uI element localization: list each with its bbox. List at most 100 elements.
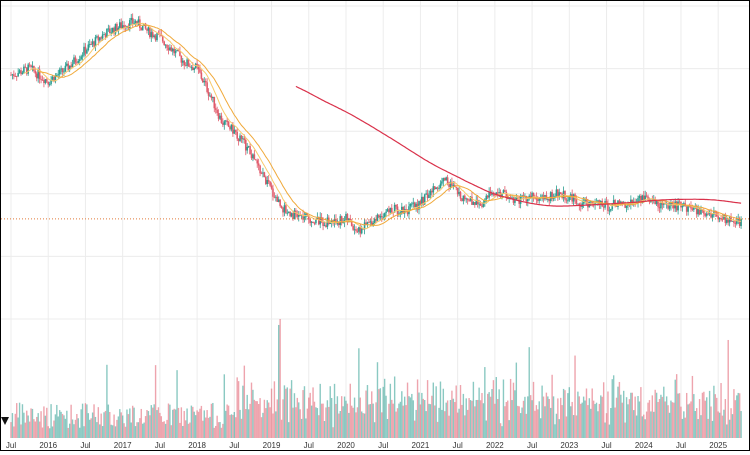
candle-body [537, 199, 539, 201]
candle-body [28, 64, 31, 66]
volume-bar [296, 397, 299, 438]
volume-bar [196, 410, 198, 438]
volume-bar [325, 407, 327, 438]
volume-bar [227, 405, 230, 438]
x-tick-label: 2023 [560, 441, 578, 450]
candle-body [519, 196, 522, 204]
candlesticks [10, 13, 742, 238]
candle-body [409, 203, 412, 207]
volume-bar [64, 418, 67, 438]
candle-body [725, 219, 728, 223]
candle-body [724, 214, 727, 223]
candle-body [234, 129, 237, 132]
volume-bar [651, 395, 654, 438]
volume-bar [57, 416, 59, 438]
candle-body [555, 189, 558, 196]
volume-bar [399, 401, 402, 438]
volume-bar [43, 406, 45, 438]
candle-body [71, 63, 74, 67]
candle-body [695, 206, 698, 215]
volume-bar [727, 339, 729, 438]
volume-bar [693, 394, 695, 438]
volume-bar [684, 417, 686, 438]
candle-body [100, 37, 102, 39]
volume-bar [30, 408, 32, 438]
candle-body [247, 146, 250, 147]
volume-bar [491, 389, 493, 438]
candle-body [388, 209, 390, 213]
volume-bar [403, 396, 406, 438]
candle-body [239, 135, 241, 141]
candle-body [710, 212, 712, 218]
volume-bar [587, 405, 589, 438]
volume-bar [698, 399, 701, 438]
volume-bar [644, 419, 646, 438]
candle-body [618, 200, 621, 204]
volume-bar [149, 415, 151, 438]
volume-bar [708, 390, 711, 438]
volume-bar [276, 399, 278, 438]
candle-body [421, 196, 423, 205]
volume-bar [527, 396, 529, 438]
candle-body [471, 196, 473, 205]
volume-bar [13, 426, 15, 438]
candle-body [146, 28, 148, 31]
volume-bar [661, 396, 664, 438]
volume-bar [26, 410, 28, 438]
candle-body [693, 206, 695, 210]
candle-body [210, 95, 213, 99]
volume-bar [152, 407, 154, 438]
volume-bar [322, 403, 324, 438]
volume-bar [278, 324, 280, 438]
volume-bar [667, 405, 669, 438]
candle-body [246, 146, 249, 151]
volume-bar [204, 417, 207, 438]
volume-bar [51, 426, 54, 438]
volume-bar [401, 391, 403, 438]
volume-bar [363, 413, 366, 438]
volume-bar [206, 410, 208, 438]
candle-body [383, 213, 386, 217]
candle-body [129, 20, 131, 29]
volume-bar [54, 414, 57, 438]
volume-bar [591, 388, 593, 438]
candle-body [57, 74, 60, 76]
candle-body [130, 17, 133, 21]
volume-bar [657, 402, 659, 438]
volume-bar [680, 406, 682, 438]
candle-body [212, 96, 214, 99]
volume-bar [28, 421, 31, 438]
scroll-marker-icon[interactable] [1, 417, 9, 425]
volume-bar [549, 407, 552, 438]
volume-bar [412, 400, 414, 438]
volume-bar [706, 397, 708, 438]
candle-body [654, 199, 656, 205]
candle-body [98, 37, 101, 41]
volume-bar [604, 422, 606, 438]
volume-bar [452, 398, 455, 438]
volume-bar [184, 420, 187, 438]
candle-body [64, 65, 67, 72]
volume-bar [129, 408, 131, 438]
volume-bar [640, 387, 642, 438]
candle-body [389, 207, 392, 213]
candle-body [675, 201, 678, 211]
candle-body [31, 65, 34, 68]
candle-body [631, 199, 634, 203]
candle-body [53, 76, 55, 82]
candle-body [549, 192, 552, 202]
volume-bar [226, 404, 228, 438]
volume-bar [655, 392, 658, 438]
candle-body [486, 195, 489, 198]
candle-body [620, 201, 622, 204]
candle-body [277, 199, 280, 202]
candle-body [51, 76, 54, 80]
volume-bar [561, 405, 563, 438]
candle-body [38, 69, 41, 80]
volume-bar [93, 404, 95, 438]
volume-bar [416, 379, 419, 438]
volume-bar [222, 423, 224, 438]
volume-bar [279, 319, 281, 438]
volume-bar [225, 410, 227, 438]
volume-bar [542, 396, 545, 438]
